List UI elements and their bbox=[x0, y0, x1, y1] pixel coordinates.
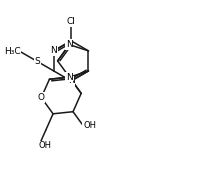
Text: S: S bbox=[34, 57, 40, 66]
Text: O: O bbox=[38, 93, 45, 102]
Text: N: N bbox=[66, 73, 73, 82]
Text: OH: OH bbox=[39, 141, 52, 150]
Text: N: N bbox=[66, 40, 73, 49]
Text: H₃C: H₃C bbox=[4, 47, 21, 56]
Text: Cl: Cl bbox=[67, 17, 76, 26]
Text: N: N bbox=[50, 46, 57, 55]
Text: OH: OH bbox=[83, 121, 96, 130]
Text: N: N bbox=[68, 76, 75, 86]
